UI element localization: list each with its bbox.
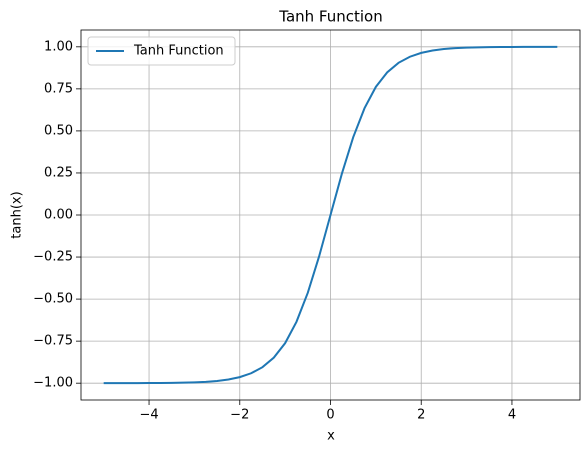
plot-frame	[80, 29, 581, 401]
x-tick-label: −4	[139, 408, 158, 423]
legend-box	[87, 36, 236, 66]
x-axis-label: x	[327, 429, 335, 444]
y-tick-label: 0.00	[44, 208, 73, 223]
chart-title: Tanh Function	[278, 8, 382, 26]
x-tick-label: 4	[508, 408, 516, 423]
x-tick-label: 2	[417, 408, 425, 423]
y-tick-label: 0.50	[44, 123, 73, 138]
y-tick-label: 1.00	[44, 39, 73, 54]
y-axis-label: tanh(x)	[10, 191, 25, 238]
y-tick-label: 0.25	[44, 165, 73, 180]
y-tick-label: 0.75	[44, 81, 73, 96]
line-series	[103, 45, 558, 385]
x-tick-label: 0	[326, 408, 334, 423]
y-tick-label: −1.00	[33, 376, 73, 391]
y-tick-label: −0.25	[33, 250, 73, 265]
legend-label: Tanh Function	[133, 44, 224, 59]
y-tick-label: −0.50	[33, 292, 73, 307]
y-tick-label: −0.75	[33, 334, 73, 349]
x-tick-label: −2	[230, 408, 249, 423]
